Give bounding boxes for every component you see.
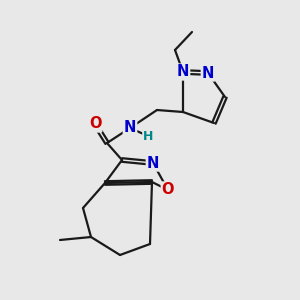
Text: N: N	[124, 121, 136, 136]
Text: N: N	[202, 65, 214, 80]
Text: N: N	[147, 155, 159, 170]
Text: N: N	[177, 64, 189, 80]
Text: H: H	[143, 130, 153, 142]
Text: O: O	[162, 182, 174, 197]
Text: O: O	[89, 116, 101, 131]
